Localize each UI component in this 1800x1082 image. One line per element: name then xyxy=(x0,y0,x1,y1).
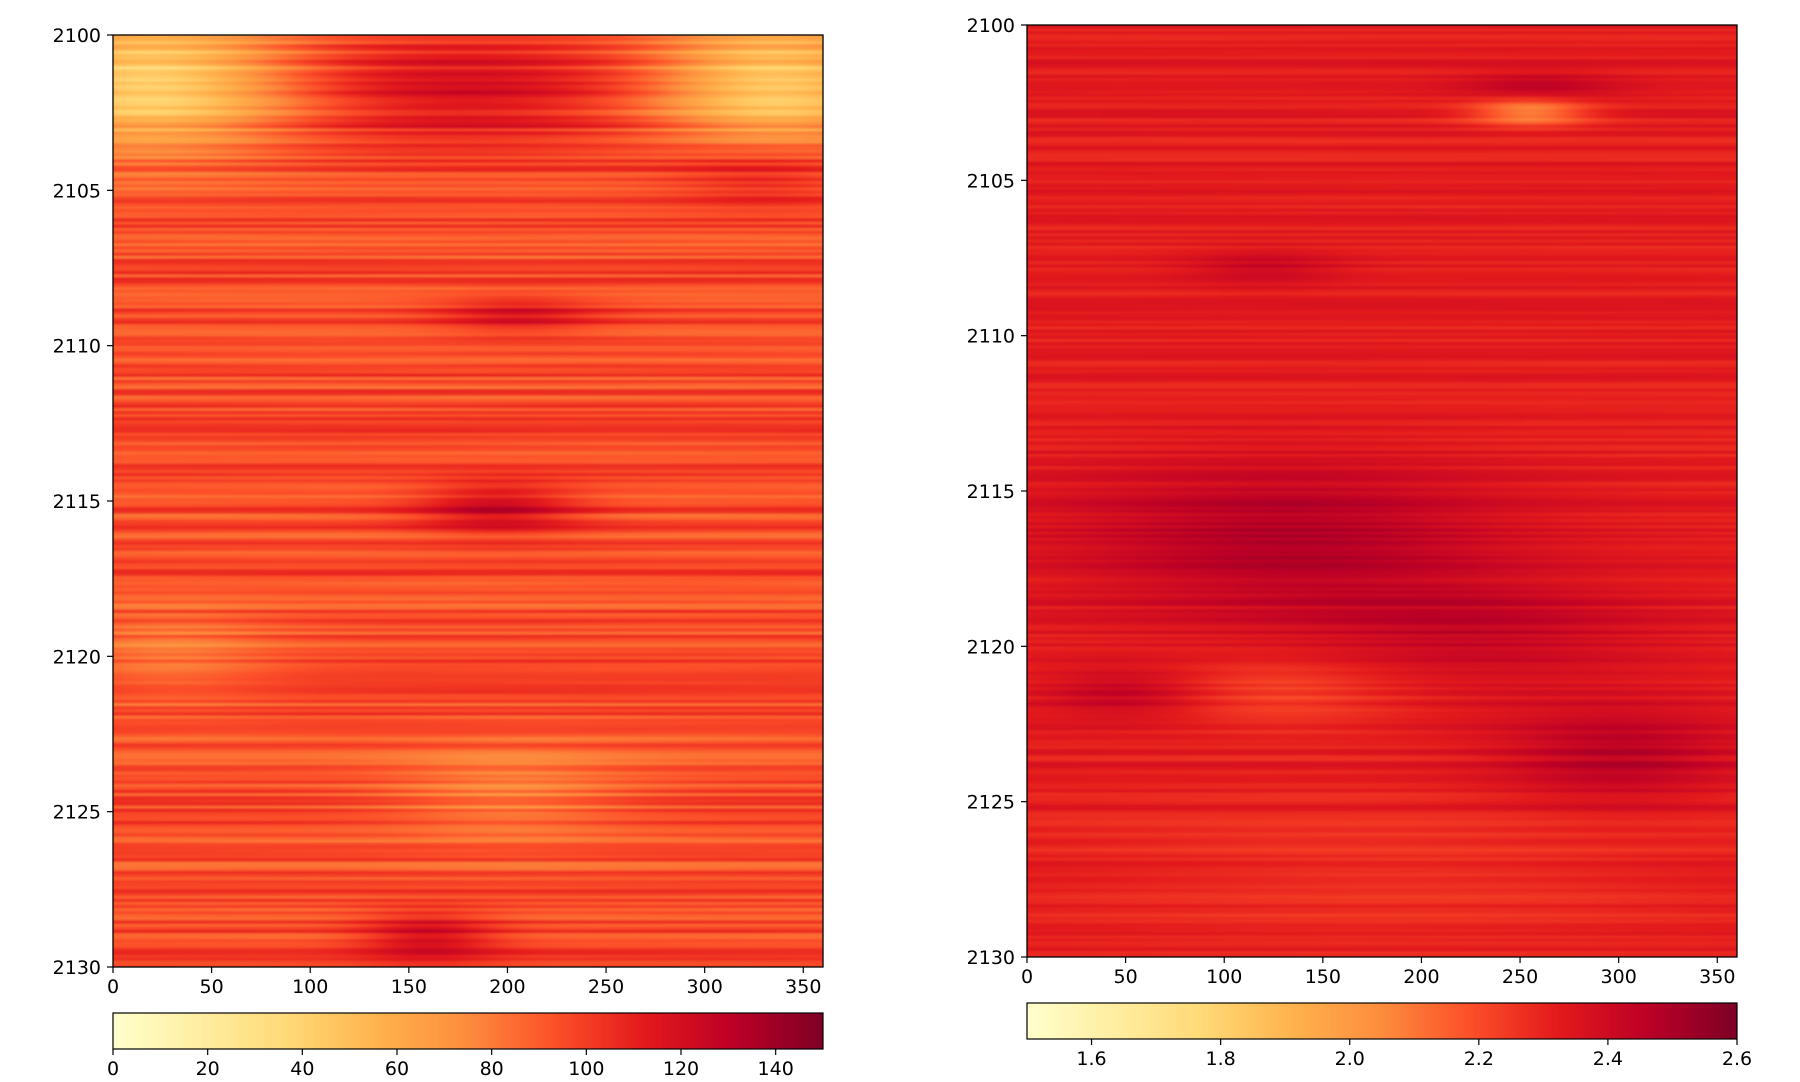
colorbar-tick-label: 60 xyxy=(385,1058,409,1080)
colorbar-gradient xyxy=(1027,1003,1737,1039)
x-tick-label: 300 xyxy=(1601,966,1637,988)
colorbar-tick-label: 2.0 xyxy=(1335,1048,1365,1070)
colorbar-tick-label: 20 xyxy=(196,1058,220,1080)
colorbar-tick-label: 120 xyxy=(663,1058,699,1080)
x-tick-label: 200 xyxy=(489,976,525,998)
x-tick-label: 150 xyxy=(391,976,427,998)
y-tick-label: 2110 xyxy=(967,326,1015,348)
x-tick-label: 300 xyxy=(687,976,723,998)
y-tick-label: 2125 xyxy=(967,792,1015,814)
y-tick-label: 2115 xyxy=(53,491,101,513)
heatmap-image xyxy=(1027,25,1737,957)
y-tick-label: 2115 xyxy=(967,481,1015,503)
heatmap-image xyxy=(113,35,823,967)
heatmap-panel-1: 0 50 100 150 200 250 300 3502100210521102115212… xyxy=(53,25,824,1080)
x-tick-label: 350 xyxy=(785,976,821,998)
x-tick-label: 200 xyxy=(1403,966,1439,988)
colorbar-tick-label: 80 xyxy=(480,1058,504,1080)
heatmap-panel-2: 0 50 100 150 200 250 300 350 2100 2105 2110 2115 212… xyxy=(967,15,1752,1070)
x-tick-label: 150 xyxy=(1305,966,1341,988)
y-tick-label: 2120 xyxy=(53,646,101,668)
colorbar-tick-label: 0 xyxy=(107,1058,119,1080)
colorbar-tick-label: 140 xyxy=(758,1058,794,1080)
colorbar-gradient xyxy=(113,1013,823,1049)
x-tick-label: 250 xyxy=(1502,966,1538,988)
x-tick-label: 0 xyxy=(107,976,119,998)
y-tick-label: 2105 xyxy=(53,180,101,202)
colorbar-tick-label: 1.6 xyxy=(1076,1048,1106,1070)
y-tick-label: 2120 xyxy=(967,636,1015,658)
x-tick-label: 0 xyxy=(1021,966,1033,988)
y-tick-label: 2130 xyxy=(967,947,1015,969)
y-tick-label: 2125 xyxy=(53,802,101,824)
x-tick-label: 250 xyxy=(588,976,624,998)
x-tick-label: 100 xyxy=(292,976,328,998)
colorbar-tick-label: 40 xyxy=(290,1058,314,1080)
colorbar-frame xyxy=(1026,1002,1738,1040)
colorbar-tick-label: 2.4 xyxy=(1593,1048,1623,1070)
y-tick-label: 2100 xyxy=(53,25,101,47)
y-tick-label: 2130 xyxy=(53,957,101,979)
colorbar: 1.6 1.8 2.0 2.2 2.4 2.6 xyxy=(1026,1002,1752,1070)
colorbar: 0 20 40 60 80 100 120 140 xyxy=(107,1012,824,1080)
colorbar-tick-label: 1.8 xyxy=(1206,1048,1236,1070)
colorbar-tick-label: 2.2 xyxy=(1464,1048,1494,1070)
x-tick-label: 50 xyxy=(200,976,224,998)
y-tick-label: 2110 xyxy=(53,336,101,358)
colorbar-tick-label: 2.6 xyxy=(1722,1048,1752,1070)
x-tick-label: 50 xyxy=(1114,966,1138,988)
x-tick-label: 100 xyxy=(1206,966,1242,988)
y-tick-label: 2105 xyxy=(967,170,1015,192)
colorbar-frame xyxy=(112,1012,824,1050)
x-tick-label: 350 xyxy=(1699,966,1735,988)
colorbar-tick-label: 100 xyxy=(568,1058,604,1080)
y-tick-label: 2100 xyxy=(967,15,1015,37)
